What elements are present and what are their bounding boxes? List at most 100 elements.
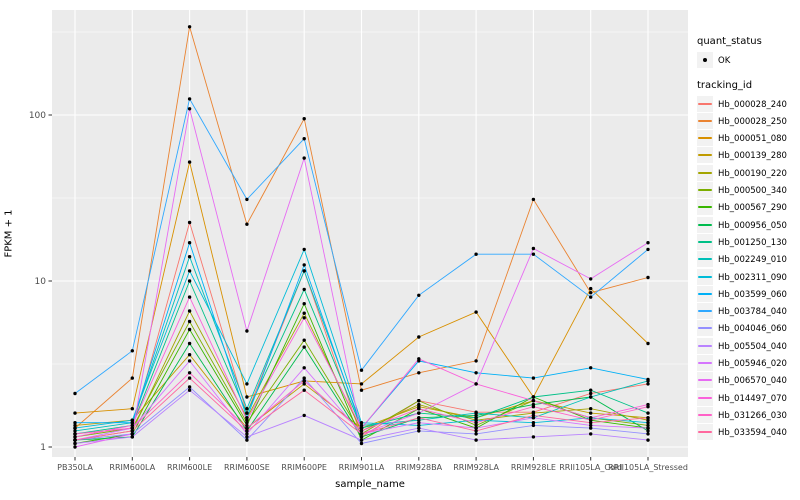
data-point — [359, 441, 364, 446]
legend-label: Hb_005946_020 — [718, 359, 787, 369]
legend-label: Hb_000567_290 — [718, 203, 787, 214]
data-point — [302, 388, 306, 392]
legend-label: Hb_000500_340 — [718, 186, 787, 196]
data-point — [417, 293, 421, 297]
series-color-swatch — [698, 362, 712, 364]
series-color-swatch — [698, 137, 712, 140]
data-point — [531, 416, 536, 420]
data-point — [245, 426, 249, 430]
data-point — [187, 97, 192, 101]
series-color-swatch — [698, 327, 712, 330]
data-point — [130, 349, 134, 353]
legend-key — [697, 406, 713, 423]
data-point — [73, 421, 77, 425]
data-point — [187, 107, 192, 111]
data-point — [130, 432, 134, 436]
data-point — [417, 423, 421, 428]
data-point — [359, 382, 364, 386]
data-point — [187, 279, 192, 283]
data-point — [589, 416, 593, 420]
data-point — [130, 418, 134, 422]
data-point — [187, 371, 192, 375]
data-point — [531, 252, 536, 256]
x-tick-label: RRIM928LA — [453, 463, 499, 472]
data-point — [130, 423, 134, 428]
data-point — [589, 291, 593, 295]
data-point — [417, 371, 421, 375]
data-point — [646, 418, 650, 422]
data-point — [302, 137, 306, 141]
legend-key — [697, 372, 713, 389]
data-point — [302, 413, 306, 418]
data-point — [589, 426, 593, 430]
data-point — [187, 241, 192, 245]
x-tick-label: RRIM928BA — [395, 463, 442, 472]
data-point — [187, 341, 192, 346]
series-color-swatch — [698, 240, 712, 243]
data-point — [187, 25, 192, 29]
data-point — [73, 411, 77, 415]
data-point — [359, 421, 364, 425]
legend-key — [697, 199, 713, 216]
data-point — [245, 435, 249, 439]
data-point — [302, 117, 306, 121]
data-point — [589, 295, 593, 299]
data-point — [589, 395, 593, 399]
legend-key — [697, 112, 713, 129]
series-color-swatch — [698, 396, 712, 399]
data-point — [474, 252, 478, 256]
data-point — [531, 395, 536, 399]
legend-label: Hb_003599_060 — [718, 289, 787, 300]
data-point — [531, 423, 536, 428]
data-point — [302, 263, 306, 267]
legend-label: Hb_000028_250 — [718, 116, 787, 127]
legend-label: Hb_004046_060 — [718, 324, 787, 335]
legend-key — [697, 355, 713, 371]
data-point — [531, 376, 536, 380]
legend-label: Hb_014497_070 — [718, 393, 787, 404]
data-point — [417, 399, 421, 403]
data-point — [589, 277, 593, 281]
data-point — [187, 295, 192, 299]
x-tick-label: RRIM600SE — [224, 463, 270, 472]
data-point — [130, 426, 134, 430]
data-point — [531, 413, 536, 418]
series-color-swatch — [698, 223, 712, 226]
data-point — [589, 407, 593, 411]
data-point — [187, 319, 192, 324]
data-point — [359, 423, 364, 428]
data-point — [646, 416, 650, 420]
data-point — [187, 309, 192, 313]
data-point — [417, 357, 421, 361]
data-point — [187, 269, 192, 273]
data-point — [646, 426, 650, 430]
data-point — [187, 255, 192, 259]
ok-point-icon — [703, 58, 707, 62]
data-point — [187, 388, 192, 392]
data-point — [417, 335, 421, 339]
data-point — [130, 421, 134, 425]
data-point — [474, 359, 478, 363]
x-tick-label: RRIM901LA — [339, 463, 385, 472]
data-point — [531, 197, 536, 202]
legend-key — [697, 216, 713, 233]
data-point — [130, 435, 134, 439]
data-point — [646, 341, 650, 346]
x-tick-label: RRII105LA_Cold — [559, 463, 622, 472]
legend-label: Hb_002311_090 — [718, 272, 787, 283]
data-point — [302, 338, 306, 342]
series-color-swatch — [698, 119, 712, 122]
data-point — [73, 432, 77, 436]
x-tick-label: RRII105LA_Stressed — [608, 463, 688, 472]
legend-key — [697, 147, 713, 164]
data-point — [73, 429, 77, 433]
data-point — [73, 435, 77, 439]
data-point — [417, 416, 421, 420]
data-point — [531, 405, 536, 409]
data-point — [417, 429, 421, 433]
data-point — [359, 435, 364, 439]
data-point — [474, 423, 478, 428]
data-point — [73, 391, 77, 396]
data-point — [646, 241, 650, 245]
data-point — [646, 421, 650, 425]
